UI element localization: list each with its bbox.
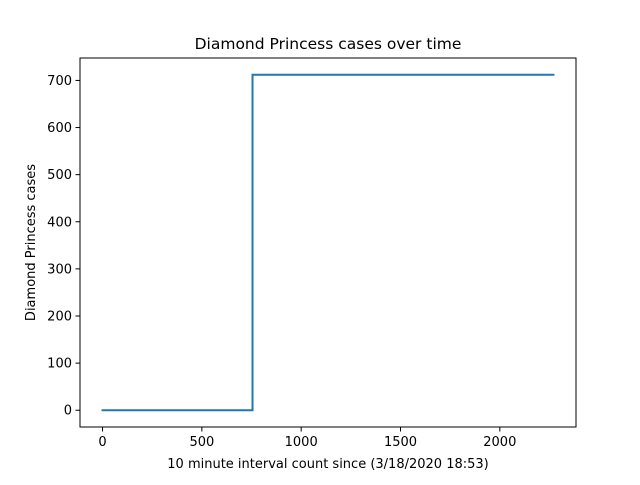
plot-area xyxy=(101,73,555,412)
x-tick-label: 500 xyxy=(189,435,214,450)
x-tick-label: 0 xyxy=(98,435,106,450)
y-axis-label: Diamond Princess cases xyxy=(24,164,39,321)
plot-frame xyxy=(79,57,577,428)
chart-title: Diamond Princess cases over time xyxy=(195,35,462,53)
x-tick-label: 1000 xyxy=(285,435,318,450)
y-tick-label: 500 xyxy=(47,168,72,183)
series-line-0 xyxy=(101,73,555,412)
y-tick-label: 0 xyxy=(64,404,72,419)
y-tick-label: 700 xyxy=(47,74,72,89)
axis-ticks: 0 500 1000 1500 2000 0 100 200 300 400 500 600 700 xyxy=(47,74,516,450)
y-tick-label: 100 xyxy=(47,357,72,372)
x-tick-label: 1500 xyxy=(384,435,417,450)
y-tick-label: 400 xyxy=(47,215,72,230)
x-axis-label: 10 minute interval count since (3/18/202… xyxy=(167,457,488,472)
y-tick-label: 300 xyxy=(47,262,72,277)
y-tick-label: 200 xyxy=(47,309,72,324)
x-tick-label: 2000 xyxy=(483,435,516,450)
y-tick-label: 600 xyxy=(47,121,72,136)
